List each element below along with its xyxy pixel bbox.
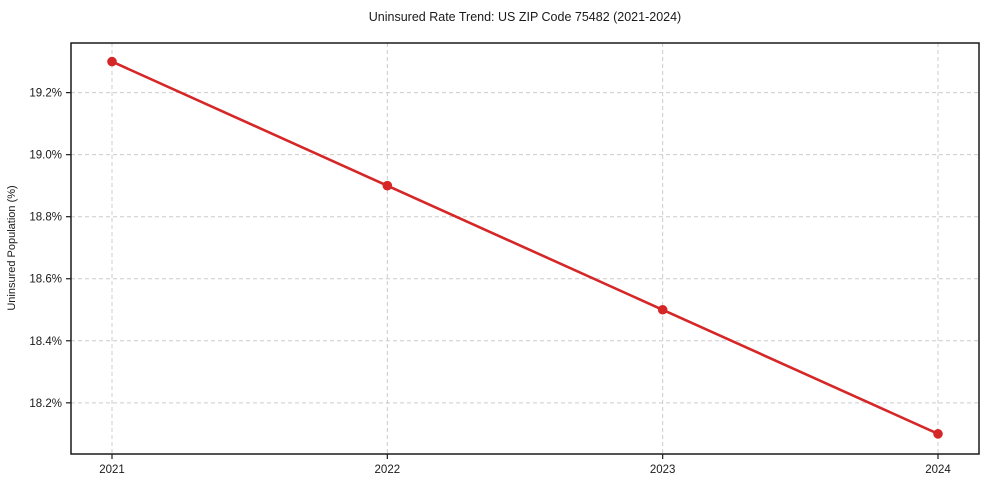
y-tick-label: 18.4% — [29, 336, 62, 348]
plot-area: 18.2% 18.4% 18.6% 18.8% 19.0% 19.2% 2021 2022 20… — [29, 42, 980, 476]
data-point — [107, 56, 117, 67]
trend-line — [110, 60, 940, 436]
x-tick-label: 2024 — [925, 464, 951, 476]
chart-title: Uninsured Rate Trend: US ZIP Code 75482 … — [369, 10, 681, 24]
x-tick-label: 2021 — [99, 464, 125, 476]
plot-border — [70, 42, 980, 455]
y-tick-label: 18.2% — [29, 398, 62, 410]
y-axis-title: Uninsured Population (%) — [6, 185, 18, 310]
y-tick-label: 18.6% — [29, 274, 62, 286]
y-tick-label: 19.2% — [29, 88, 62, 100]
data-point — [933, 429, 943, 439]
y-tick-label: 18.8% — [29, 212, 62, 224]
data-point — [657, 304, 668, 315]
x-tick-label: 2022 — [375, 464, 401, 476]
data-point — [382, 180, 393, 191]
y-tick-label: 19.0% — [29, 150, 62, 162]
x-tick-label: 2023 — [650, 464, 676, 476]
